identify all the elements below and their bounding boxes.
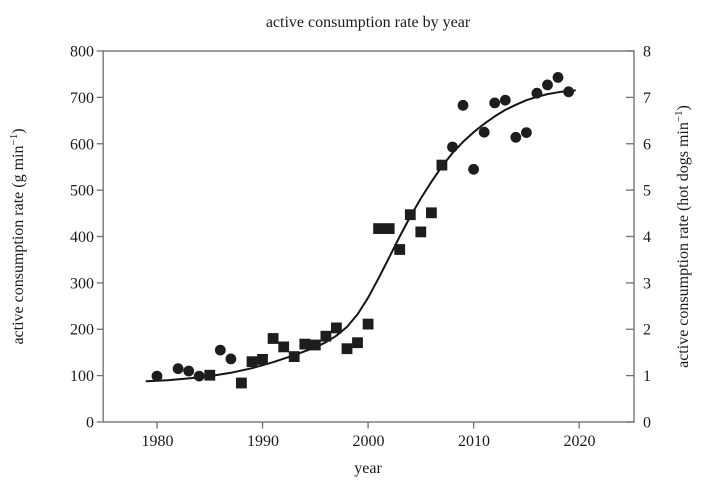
data-point-circle bbox=[225, 353, 237, 365]
y-left-tick-label: 800 bbox=[70, 44, 94, 61]
data-point-square bbox=[236, 377, 247, 389]
y-left-tick-label: 700 bbox=[70, 90, 94, 107]
y-right-tick-label: 8 bbox=[643, 44, 651, 61]
y-right-tick-label: 0 bbox=[643, 415, 651, 432]
x-tick-label: 2020 bbox=[564, 433, 596, 450]
data-point-square bbox=[436, 159, 448, 171]
data-point-circle bbox=[489, 97, 501, 109]
x-tick-label: 2010 bbox=[458, 433, 490, 450]
data-point-circle bbox=[521, 127, 532, 138]
data-point-circle bbox=[183, 365, 195, 377]
y-left-tick-labels: 0 100 200 300 400 500 600 700 800 bbox=[70, 44, 94, 432]
x-axis-tick-labels: 1980 1990 2000 2010 2020 bbox=[142, 433, 596, 450]
data-point-circle bbox=[563, 86, 574, 98]
data-point-circle bbox=[193, 370, 205, 382]
data-point-circle bbox=[552, 72, 564, 83]
x-axis-label: year bbox=[354, 460, 382, 477]
data-point-square bbox=[331, 322, 342, 334]
data-point-circle bbox=[478, 126, 490, 138]
data-point-square bbox=[383, 223, 395, 234]
data-point-circle bbox=[457, 99, 469, 111]
y-right-tick-label: 7 bbox=[643, 90, 651, 107]
tick-marks bbox=[96, 50, 634, 429]
y-left-tick-label: 100 bbox=[70, 368, 94, 385]
x-tick-label: 2000 bbox=[353, 433, 385, 450]
data-point-square bbox=[278, 341, 290, 353]
y-right-tick-label: 2 bbox=[643, 322, 651, 339]
y-left-tick-label: 400 bbox=[70, 229, 94, 246]
data-point-square bbox=[309, 339, 321, 351]
data-point-circle bbox=[542, 79, 553, 91]
data-point-square bbox=[299, 338, 311, 350]
y-left-axis-label-text: active consumption rate (g min bbox=[10, 145, 27, 344]
data-point-square bbox=[204, 369, 216, 381]
data-point-circle bbox=[172, 363, 184, 375]
y-left-axis-label-superscript: −1 bbox=[8, 134, 20, 146]
data-point-square bbox=[394, 244, 406, 255]
y-right-tick-label: 6 bbox=[643, 136, 651, 153]
data-point-square bbox=[426, 207, 437, 219]
data-point-circle bbox=[510, 131, 522, 143]
data-point-square bbox=[404, 209, 416, 221]
data-point-square bbox=[267, 333, 279, 344]
data-point-square bbox=[341, 343, 353, 355]
y-left-axis-label: active consumption rate (g min−1) bbox=[8, 128, 27, 344]
y-right-axis-label: active consumption rate (hot dogs min−1) bbox=[673, 105, 692, 368]
y-right-tick-labels: 0 1 2 3 4 5 6 7 8 bbox=[643, 44, 651, 432]
chart-title: active consumption rate by year bbox=[266, 14, 471, 31]
y-left-tick-label: 0 bbox=[86, 415, 94, 432]
y-right-tick-label: 3 bbox=[643, 275, 651, 292]
data-point-square bbox=[246, 356, 258, 368]
data-point-circle bbox=[499, 94, 511, 106]
data-point-square bbox=[415, 226, 427, 238]
y-left-tick-label: 600 bbox=[70, 136, 94, 153]
data-point-square bbox=[257, 354, 268, 365]
y-right-tick-label: 4 bbox=[643, 229, 651, 246]
y-left-tick-label: 500 bbox=[70, 183, 94, 200]
data-point-square bbox=[373, 223, 384, 234]
x-tick-label: 1980 bbox=[142, 433, 174, 450]
y-left-tick-label: 200 bbox=[70, 322, 94, 339]
data-point-circle bbox=[468, 163, 479, 175]
x-tick-label: 1990 bbox=[247, 433, 279, 450]
y-right-axis-label-text: active consumption rate (hot dogs min bbox=[675, 122, 692, 368]
data-point-circle bbox=[447, 141, 458, 153]
y-right-axis-label-close: ) bbox=[675, 105, 692, 110]
data-point-square bbox=[352, 337, 363, 349]
data-point-circle bbox=[214, 344, 226, 356]
y-left-tick-label: 300 bbox=[70, 275, 94, 292]
data-point-circle bbox=[151, 370, 163, 382]
y-right-axis-label-superscript: −1 bbox=[673, 110, 685, 122]
fit-curve bbox=[145, 89, 576, 383]
y-right-tick-label: 5 bbox=[643, 183, 651, 200]
y-right-tick-label: 1 bbox=[643, 368, 651, 385]
data-series bbox=[145, 72, 576, 389]
data-point-square bbox=[288, 351, 300, 362]
data-point-square bbox=[362, 318, 374, 330]
data-point-square bbox=[320, 330, 332, 342]
data-point-circle bbox=[531, 87, 543, 99]
y-left-axis-label-close: ) bbox=[10, 128, 27, 133]
